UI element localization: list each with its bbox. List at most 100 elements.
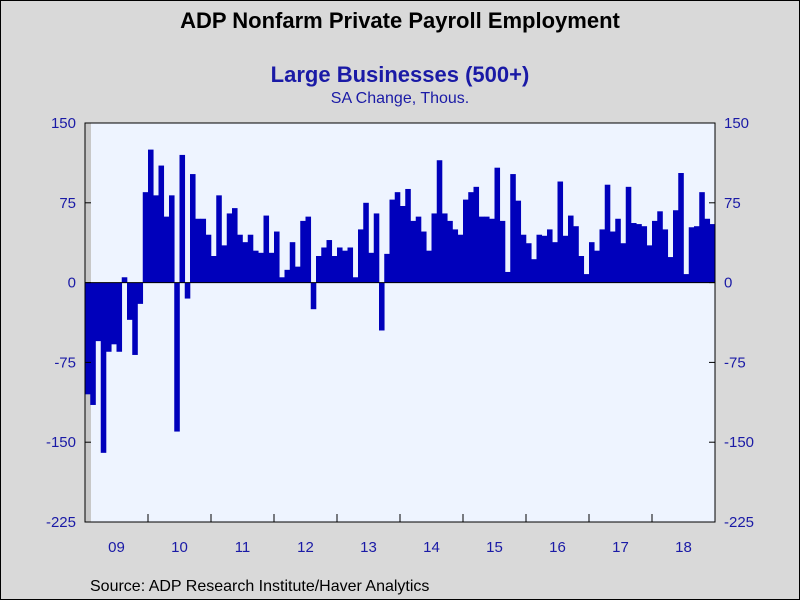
y-tick-label-right: 150 bbox=[724, 115, 749, 132]
bar bbox=[652, 220, 658, 283]
x-tick-label: 13 bbox=[360, 539, 377, 556]
bar bbox=[263, 215, 270, 283]
bar bbox=[657, 211, 663, 283]
bar bbox=[699, 192, 705, 283]
bar bbox=[641, 226, 648, 283]
y-tick-label-right: 0 bbox=[724, 275, 732, 292]
bar bbox=[526, 243, 532, 283]
bar bbox=[615, 218, 621, 283]
bar bbox=[373, 213, 380, 283]
bar bbox=[195, 218, 201, 283]
bar bbox=[142, 192, 149, 283]
bar bbox=[127, 282, 133, 320]
y-tick-label-left: 0 bbox=[68, 275, 76, 292]
bar bbox=[421, 231, 427, 283]
bar bbox=[625, 186, 632, 283]
x-tick-label: 11 bbox=[235, 539, 251, 556]
chart-source: Source: ADP Research Institute/Haver Ana… bbox=[90, 578, 430, 595]
bar bbox=[337, 247, 343, 283]
bar bbox=[221, 245, 228, 283]
bar bbox=[468, 192, 474, 283]
bar bbox=[589, 242, 595, 283]
bar bbox=[163, 216, 170, 283]
bar bbox=[484, 216, 490, 283]
y-tick-label-left: -225 bbox=[46, 514, 76, 531]
bar bbox=[321, 247, 327, 283]
bar bbox=[237, 234, 243, 283]
bar bbox=[557, 181, 564, 283]
bar bbox=[667, 257, 674, 283]
bar bbox=[132, 282, 138, 355]
bar bbox=[90, 282, 96, 405]
bar bbox=[452, 229, 459, 283]
bar bbox=[268, 252, 275, 283]
bar bbox=[331, 256, 338, 283]
bar bbox=[242, 242, 249, 283]
y-tick-label-left: -75 bbox=[54, 354, 76, 371]
bar bbox=[620, 243, 627, 283]
bar bbox=[683, 274, 690, 283]
bar bbox=[405, 188, 411, 283]
bar bbox=[515, 200, 522, 283]
bar bbox=[400, 205, 406, 283]
bar bbox=[174, 282, 180, 432]
bar bbox=[394, 192, 401, 283]
bar bbox=[258, 252, 264, 283]
bar bbox=[552, 242, 558, 283]
bar bbox=[389, 199, 396, 283]
bar bbox=[111, 282, 117, 345]
bar bbox=[326, 240, 333, 283]
bar bbox=[415, 216, 422, 283]
bar bbox=[274, 231, 280, 283]
bar bbox=[673, 210, 679, 283]
x-tick-label: 12 bbox=[297, 539, 314, 556]
x-tick-label: 09 bbox=[108, 539, 125, 556]
bar bbox=[604, 184, 611, 283]
bar bbox=[594, 250, 600, 283]
bar bbox=[573, 226, 579, 283]
bar bbox=[431, 213, 438, 283]
bar bbox=[284, 269, 291, 283]
bar bbox=[547, 229, 553, 283]
bar bbox=[184, 282, 191, 299]
bar bbox=[232, 208, 238, 283]
bar bbox=[158, 165, 165, 283]
bar bbox=[347, 247, 354, 283]
bar bbox=[190, 174, 196, 283]
bar bbox=[300, 220, 306, 283]
x-tick-label: 17 bbox=[612, 539, 629, 556]
bar bbox=[226, 213, 233, 283]
bar bbox=[137, 282, 144, 304]
bar bbox=[494, 167, 501, 283]
y-tick-label-right: -150 bbox=[724, 434, 754, 451]
y-tick-label-right: -75 bbox=[724, 354, 746, 371]
bar bbox=[510, 174, 516, 283]
bar bbox=[148, 149, 154, 283]
bar bbox=[121, 277, 128, 283]
bar bbox=[379, 282, 385, 331]
bar bbox=[200, 218, 207, 283]
bar bbox=[489, 218, 495, 283]
bar bbox=[578, 256, 585, 283]
bar bbox=[478, 216, 485, 283]
bar bbox=[531, 259, 537, 283]
y-tick-label-left: -150 bbox=[46, 434, 76, 451]
chart-title: ADP Nonfarm Private Payroll Employment bbox=[180, 8, 620, 33]
bar bbox=[442, 213, 448, 283]
bar bbox=[363, 202, 369, 283]
bar bbox=[636, 224, 642, 283]
bar bbox=[253, 250, 259, 283]
bar bbox=[436, 160, 443, 283]
bar bbox=[310, 282, 317, 310]
x-tick-label: 10 bbox=[171, 539, 188, 556]
bar bbox=[505, 271, 511, 283]
y-tick-label-left: 75 bbox=[59, 195, 76, 212]
bar bbox=[410, 220, 417, 283]
bar bbox=[610, 231, 616, 283]
x-tick-label: 15 bbox=[486, 539, 503, 556]
bar bbox=[473, 186, 480, 283]
x-tick-label: 18 bbox=[675, 539, 692, 556]
bar bbox=[520, 234, 527, 283]
bar bbox=[116, 282, 123, 352]
